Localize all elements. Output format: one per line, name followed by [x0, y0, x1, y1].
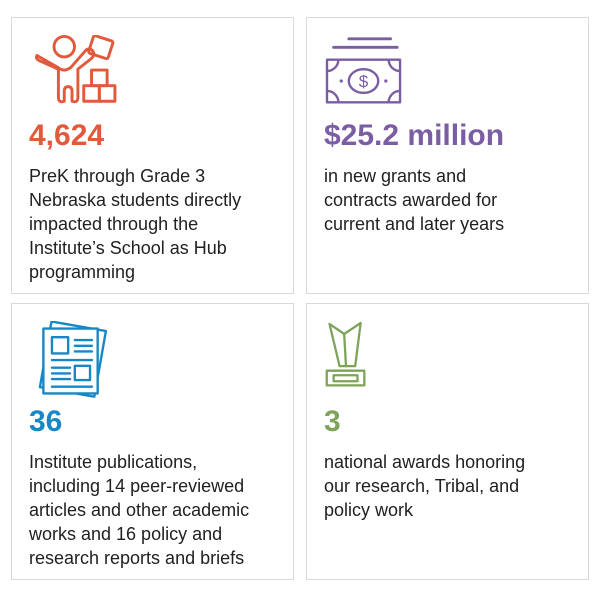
award-trophy-icon [324, 321, 572, 405]
stat-value: 3 [324, 405, 341, 438]
stat-value: 36 [29, 405, 63, 438]
money-bill-icon: $ [324, 35, 572, 119]
dollar-sign-glyph: $ [359, 72, 369, 91]
stat-value: 4,624 [29, 119, 105, 152]
stat-description: Institute publications, including 14 pee… [29, 452, 250, 568]
stat-description: in new grants and contracts awarded for … [324, 166, 505, 234]
stat-description: national awards honoring our research, T… [324, 452, 526, 520]
stat-card-students: 4,624 PreK through Grade 3 Nebraska stud… [11, 17, 294, 294]
stat-card-awards: 3 national awards honoring our research,… [306, 303, 589, 580]
newspaper-icon [29, 321, 277, 405]
child-with-blocks-icon [29, 35, 277, 119]
stat-value: $25.2 million [324, 119, 505, 152]
stat-card-publications: 36 Institute publications, including 14 … [11, 303, 294, 580]
stat-card-grants: $ $25.2 million in new grants and contra… [306, 17, 589, 294]
stat-description: PreK through Grade 3 Nebraska students d… [29, 166, 242, 282]
